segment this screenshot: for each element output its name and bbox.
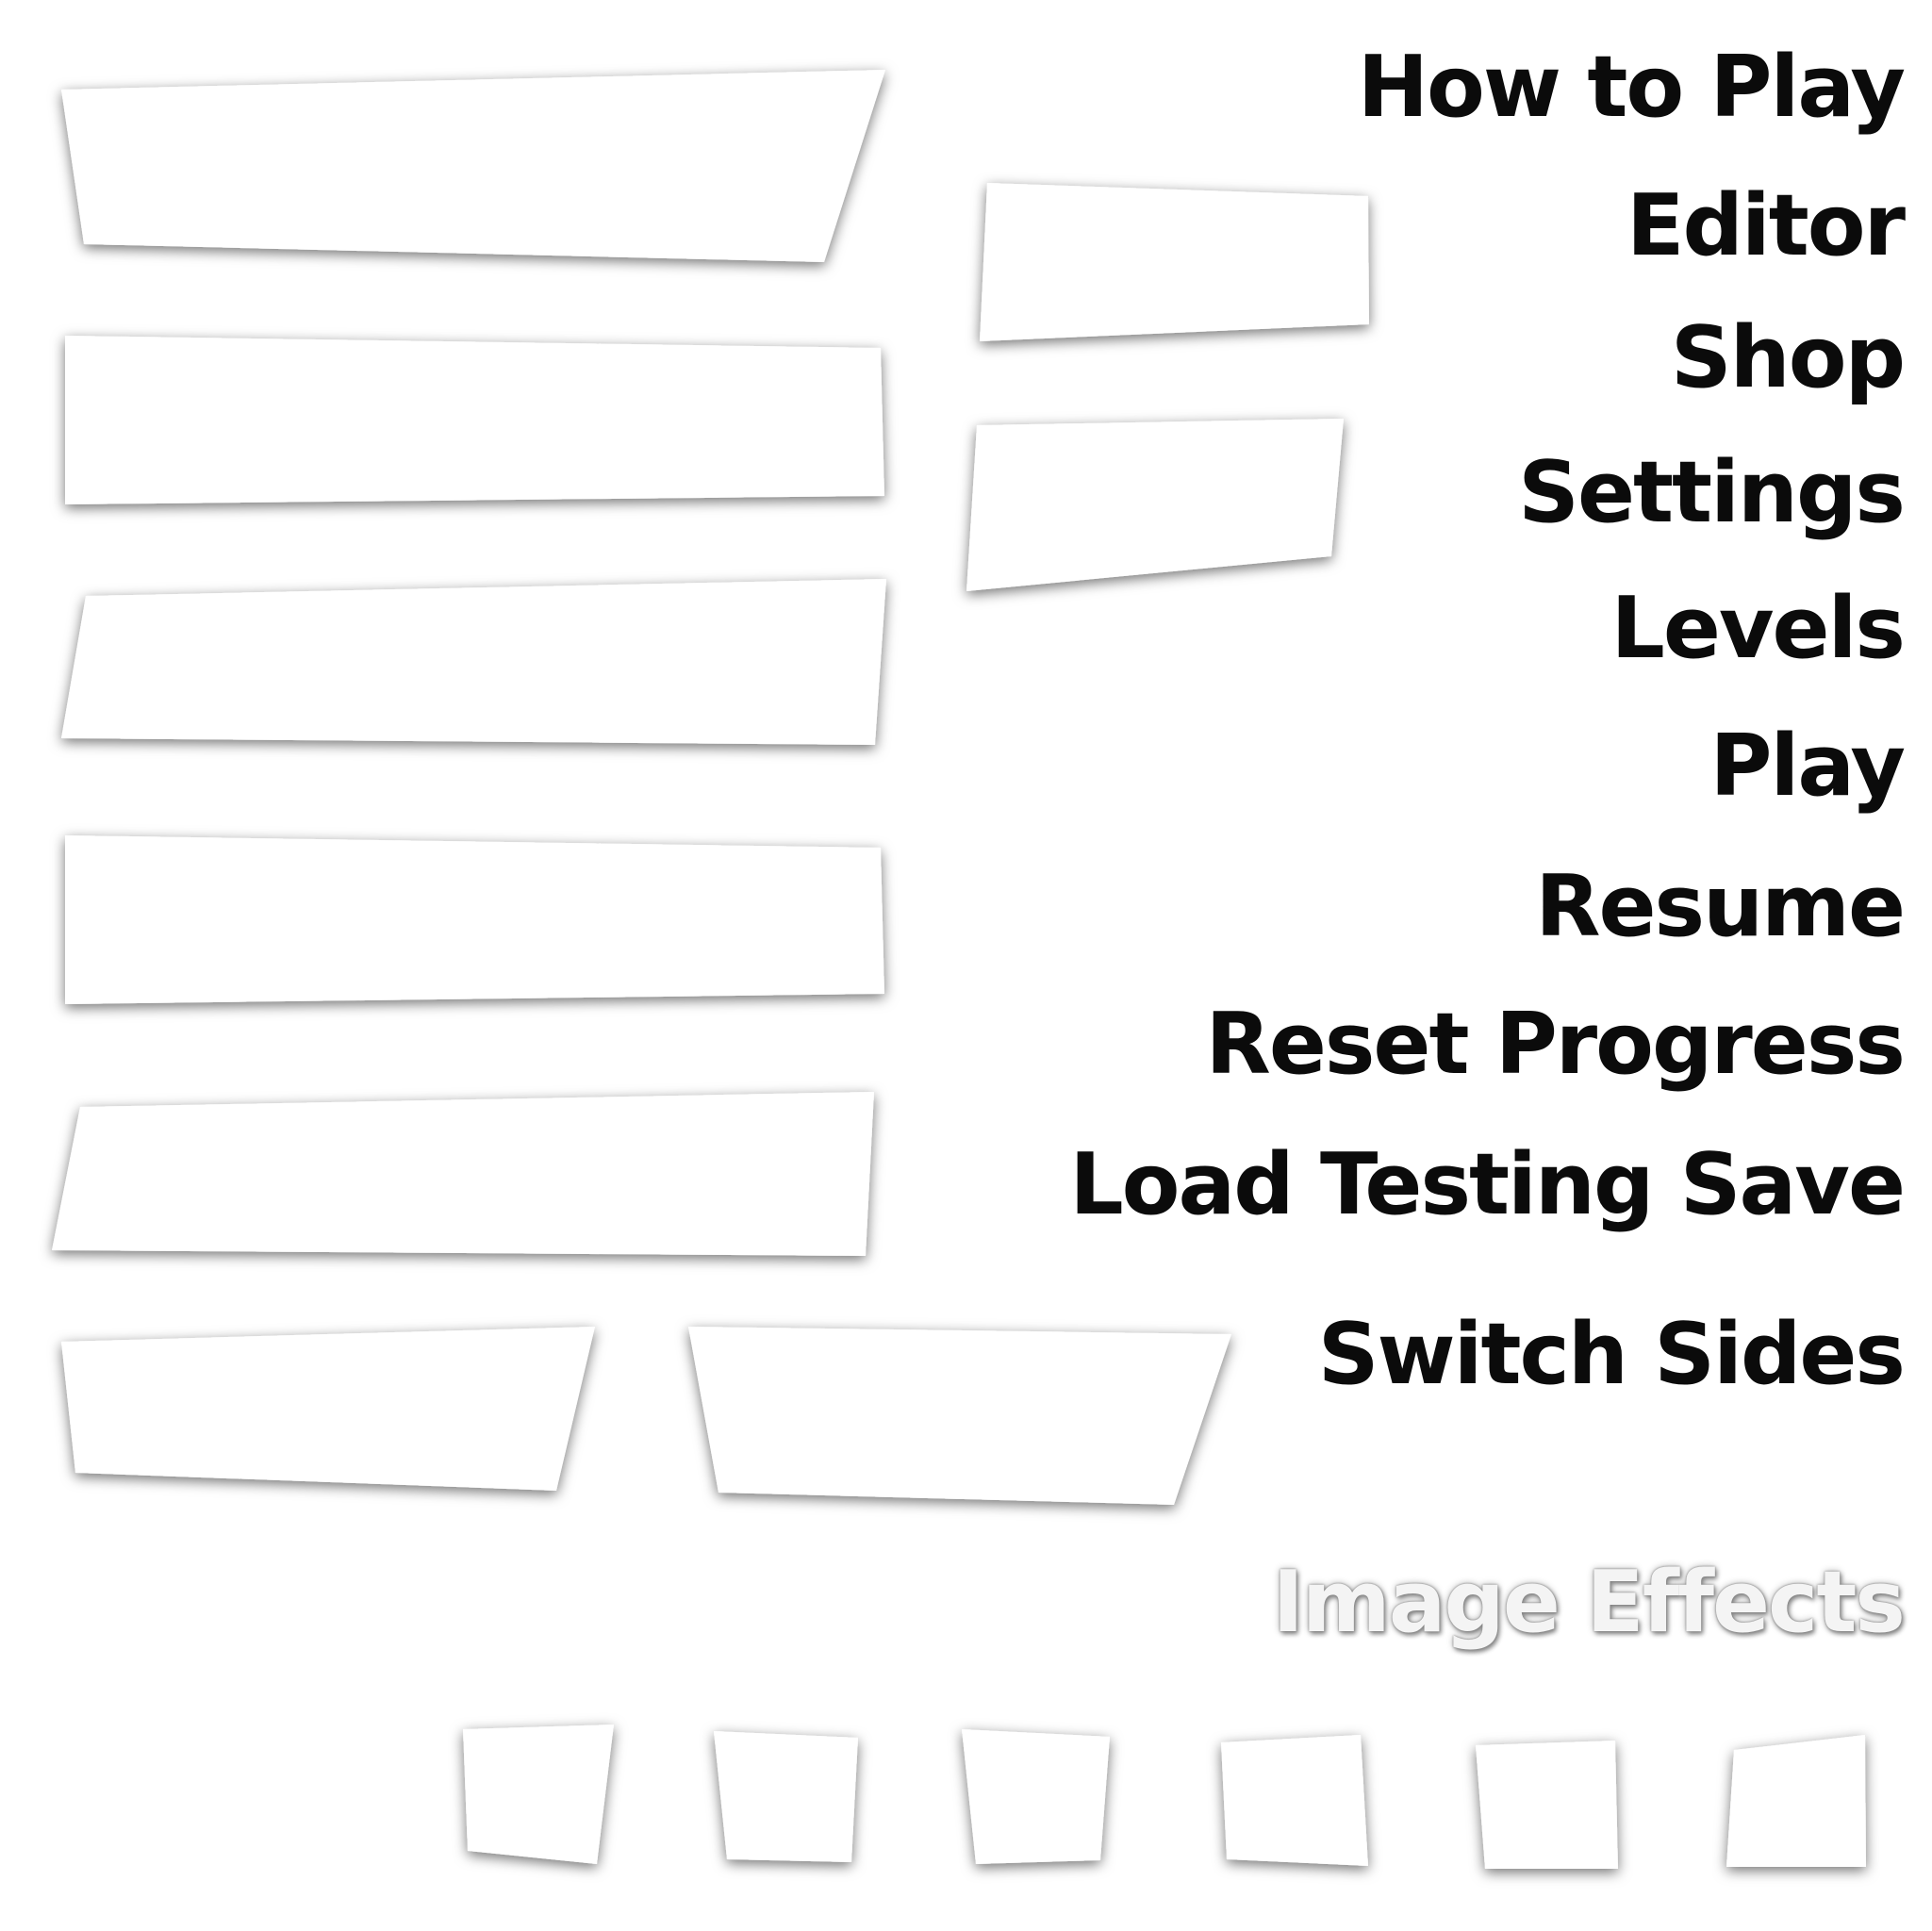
wide-panel-1[interactable] (61, 70, 885, 262)
wide-panel-4[interactable] (65, 835, 884, 1004)
label-load-testing-save: Load Testing Save (1069, 1135, 1906, 1234)
half-panel-right[interactable] (688, 1327, 1231, 1505)
label-settings: Settings (1518, 443, 1906, 542)
square-panel-5[interactable] (1476, 1741, 1618, 1869)
label-resume: Resume (1535, 857, 1906, 956)
label-play: Play (1709, 717, 1906, 816)
label-shop: Shop (1670, 308, 1906, 407)
wide-panel-5[interactable] (52, 1092, 874, 1256)
medium-panel-1[interactable] (980, 183, 1369, 341)
square-panel-1[interactable] (463, 1725, 614, 1864)
square-panel-4[interactable] (1221, 1735, 1368, 1866)
square-panel-6[interactable] (1726, 1735, 1866, 1867)
half-panel-left[interactable] (61, 1327, 595, 1491)
label-levels: Levels (1610, 579, 1906, 678)
square-panel-3[interactable] (962, 1729, 1110, 1864)
wide-panel-2[interactable] (65, 336, 884, 504)
label-editor: Editor (1627, 176, 1906, 275)
label-image-effects: Image Effects (1272, 1553, 1906, 1652)
label-reset-progress: Reset Progress (1205, 995, 1906, 1094)
label-how-to-play: How to Play (1357, 38, 1906, 137)
wide-panel-3[interactable] (61, 579, 886, 745)
medium-panel-2[interactable] (966, 419, 1344, 591)
square-panel-2[interactable] (714, 1731, 858, 1862)
label-switch-sides: Switch Sides (1317, 1305, 1906, 1404)
